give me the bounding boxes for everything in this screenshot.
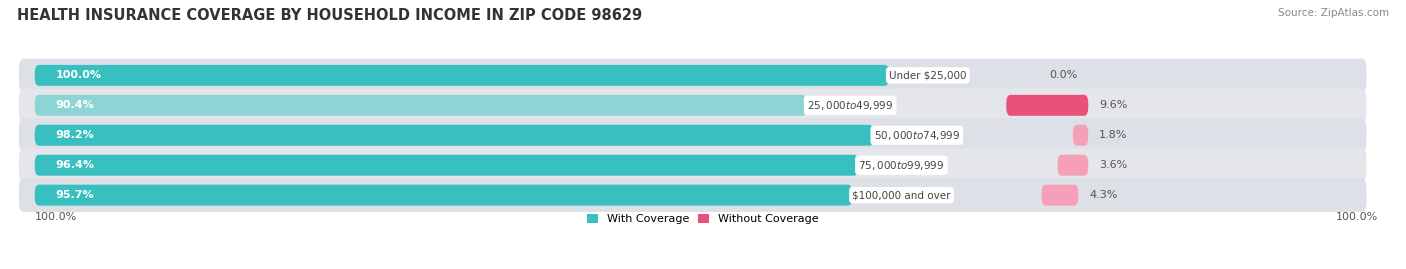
- Text: 96.4%: 96.4%: [55, 160, 94, 170]
- FancyBboxPatch shape: [18, 178, 1367, 212]
- Text: HEALTH INSURANCE COVERAGE BY HOUSEHOLD INCOME IN ZIP CODE 98629: HEALTH INSURANCE COVERAGE BY HOUSEHOLD I…: [17, 8, 643, 23]
- FancyBboxPatch shape: [1073, 125, 1088, 146]
- Text: 0.0%: 0.0%: [1050, 70, 1078, 80]
- Text: Source: ZipAtlas.com: Source: ZipAtlas.com: [1278, 8, 1389, 18]
- FancyBboxPatch shape: [18, 148, 1367, 182]
- FancyBboxPatch shape: [35, 95, 807, 116]
- Text: 4.3%: 4.3%: [1090, 190, 1118, 200]
- FancyBboxPatch shape: [1057, 155, 1088, 176]
- FancyBboxPatch shape: [35, 155, 858, 176]
- FancyBboxPatch shape: [18, 118, 1367, 152]
- FancyBboxPatch shape: [35, 185, 852, 206]
- Text: 100.0%: 100.0%: [1336, 212, 1378, 222]
- FancyBboxPatch shape: [35, 125, 873, 146]
- FancyBboxPatch shape: [18, 59, 1367, 92]
- Text: Under $25,000: Under $25,000: [889, 70, 966, 80]
- FancyBboxPatch shape: [18, 89, 1367, 122]
- FancyBboxPatch shape: [1007, 95, 1088, 116]
- Legend: With Coverage, Without Coverage: With Coverage, Without Coverage: [582, 210, 824, 229]
- Text: $100,000 and over: $100,000 and over: [852, 190, 950, 200]
- Text: 98.2%: 98.2%: [55, 130, 94, 140]
- Text: 95.7%: 95.7%: [55, 190, 94, 200]
- FancyBboxPatch shape: [35, 65, 889, 86]
- Text: 100.0%: 100.0%: [55, 70, 101, 80]
- Text: 100.0%: 100.0%: [35, 212, 77, 222]
- Text: $25,000 to $49,999: $25,000 to $49,999: [807, 99, 893, 112]
- Text: 9.6%: 9.6%: [1099, 100, 1128, 110]
- Text: 90.4%: 90.4%: [55, 100, 94, 110]
- FancyBboxPatch shape: [1042, 185, 1078, 206]
- Text: $50,000 to $74,999: $50,000 to $74,999: [873, 129, 960, 142]
- Text: $75,000 to $99,999: $75,000 to $99,999: [858, 159, 945, 172]
- Text: 3.6%: 3.6%: [1099, 160, 1128, 170]
- Text: 1.8%: 1.8%: [1099, 130, 1128, 140]
